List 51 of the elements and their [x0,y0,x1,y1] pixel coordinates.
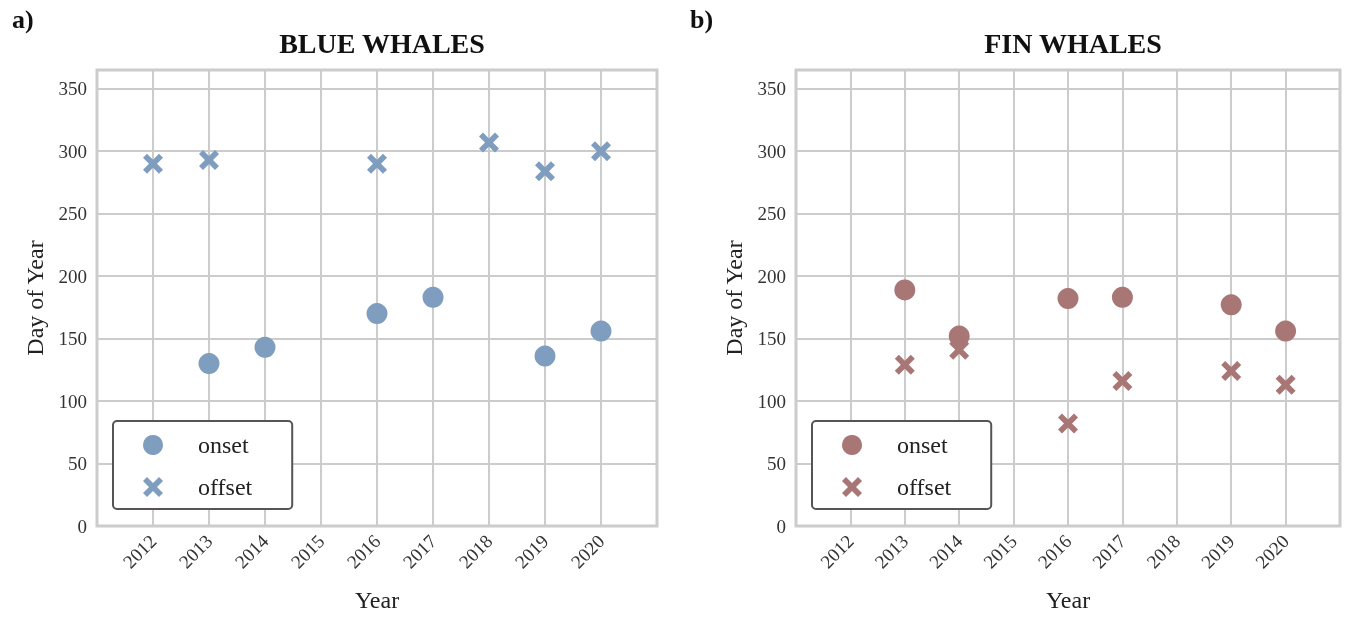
point [894,279,916,301]
legend-label: onset [897,432,948,458]
y-tick-label: 0 [776,515,786,537]
legend-label: onset [198,432,249,458]
point [1275,374,1296,395]
point [1058,413,1078,434]
point [199,149,219,170]
point [198,353,220,375]
point [1112,371,1133,392]
point [1111,286,1133,308]
chart-title: FIN WHALES [984,27,1162,59]
point [254,336,276,358]
text: b) [690,4,714,34]
point [590,320,612,342]
y-tick-label: 200 [58,265,87,287]
y-tick-label: 150 [757,328,786,350]
point [1221,361,1242,382]
point [894,354,915,375]
x-axis-title: Year [1045,587,1091,613]
y-tick-label: 300 [757,140,786,162]
legend-label: offset [198,474,253,500]
y-tick-label: 350 [757,78,786,100]
point [535,161,555,182]
y-tick-label: 150 [58,328,87,350]
y-tick-label: 300 [58,140,87,162]
y-axis-title: Day of Year [22,240,48,356]
y-tick-label: 0 [77,515,87,537]
x-axis-title: Year [354,587,400,613]
legend-label: offset [897,474,952,500]
y-tick-label: 250 [757,203,786,225]
y-tick-label: 50 [767,453,786,475]
point [1220,294,1242,316]
y-tick-label: 100 [58,390,87,412]
point [422,286,444,308]
chart-title: BLUE WHALES [279,27,485,59]
y-tick-label: 250 [58,203,87,225]
text: a) [12,4,34,34]
point [479,132,499,153]
point [367,153,387,174]
point [591,141,611,162]
point [534,345,556,367]
y-axis-title: Day of Year [721,240,747,356]
point [143,153,163,174]
y-tick-label: 200 [757,265,786,287]
point [949,339,970,360]
y-tick-label: 350 [58,78,87,100]
y-tick-label: 100 [757,390,786,412]
point [1275,320,1297,342]
point [1057,288,1079,310]
point [366,303,388,325]
y-tick-label: 50 [68,453,87,475]
